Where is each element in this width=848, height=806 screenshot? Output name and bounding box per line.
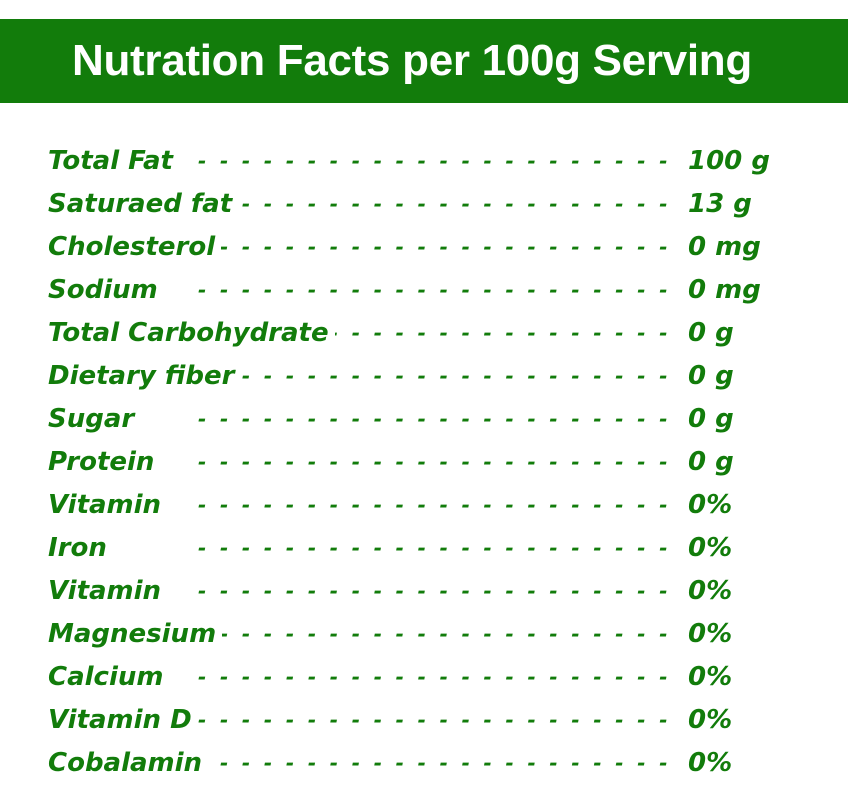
fact-row: Cholesterol - - - - - - - - - - - - - - … <box>48 226 808 269</box>
dotted-leader: - - - - - - - - - - - - - - - - - - - - … <box>198 665 668 689</box>
fact-label: Vitamin <box>48 484 168 527</box>
dotted-leader: - - - - - - - - - - - - - - - - - - - - … <box>198 149 668 173</box>
dotted-leader: - - - - - - - - - - - - - - - - - - - - … <box>198 493 668 517</box>
fact-value: 0% <box>688 662 733 692</box>
fact-value: 0% <box>688 490 733 520</box>
fact-row: Dietary fiber - - - - - - - - - - - - - … <box>48 355 808 398</box>
fact-label: Cholesterol <box>48 226 222 269</box>
fact-label: Total Fat <box>48 140 179 183</box>
fact-label: Vitamin <box>48 570 168 613</box>
dotted-leader: - - - - - - - - - - - - - - - - - - - - … <box>198 708 668 732</box>
dotted-leader: - - - - - - - - - - - - - - - - - - - - … <box>198 364 668 388</box>
fact-value: 0% <box>688 705 733 735</box>
dotted-leader: - - - - - - - - - - - - - - - - - - - - … <box>198 235 668 259</box>
fact-value: 0 g <box>688 404 734 434</box>
fact-value: 100 g <box>688 146 770 176</box>
dotted-leader: - - - - - - - - - - - - - - - - - - - - … <box>198 579 668 603</box>
title-banner: Nutration Facts per 100g Serving <box>0 19 848 103</box>
dotted-leader: - - - - - - - - - - - - - - - - - - - - … <box>198 751 668 775</box>
fact-value: 0 g <box>688 361 734 391</box>
page-title: Nutration Facts per 100g Serving <box>72 36 752 85</box>
fact-row: Sodium - - - - - - - - - - - - - - - - -… <box>48 269 808 312</box>
fact-label: Total Carbohydrate <box>48 312 335 355</box>
dotted-leader: - - - - - - - - - - - - - - - - - - - - … <box>198 450 668 474</box>
fact-value: 0 mg <box>688 232 761 262</box>
fact-label: Protein <box>48 441 161 484</box>
fact-label: Dietary fiber <box>48 355 241 398</box>
fact-row: Saturaed fat - - - - - - - - - - - - - -… <box>48 183 808 226</box>
fact-row: Iron - - - - - - - - - - - - - - - - - -… <box>48 527 808 570</box>
fact-value: 0% <box>688 748 733 778</box>
fact-value: 0 g <box>688 447 734 477</box>
fact-value: 0% <box>688 533 733 563</box>
fact-label: Vitamin D <box>48 699 198 742</box>
fact-label: Iron <box>48 527 113 570</box>
fact-label: Cobalamin <box>48 742 209 785</box>
fact-value: 0% <box>688 576 733 606</box>
dotted-leader: - - - - - - - - - - - - - - - - - - - - … <box>198 622 668 646</box>
fact-row: Total Carbohydrate - - - - - - - - - - -… <box>48 312 808 355</box>
fact-row: Vitamin D - - - - - - - - - - - - - - - … <box>48 699 808 742</box>
fact-row: Cobalamin - - - - - - - - - - - - - - - … <box>48 742 808 785</box>
fact-row: Calcium - - - - - - - - - - - - - - - - … <box>48 656 808 699</box>
fact-value: 13 g <box>688 189 752 219</box>
fact-label: Saturaed fat <box>48 183 239 226</box>
fact-row: Protein - - - - - - - - - - - - - - - - … <box>48 441 808 484</box>
fact-label: Calcium <box>48 656 170 699</box>
dotted-leader: - - - - - - - - - - - - - - - - - - - - … <box>198 536 668 560</box>
fact-label: Magnesium <box>48 613 223 656</box>
fact-row: Magnesium - - - - - - - - - - - - - - - … <box>48 613 808 656</box>
fact-row: Sugar - - - - - - - - - - - - - - - - - … <box>48 398 808 441</box>
dotted-leader: - - - - - - - - - - - - - - - - - - - - … <box>198 192 668 216</box>
dotted-leader: - - - - - - - - - - - - - - - - - - - - … <box>198 407 668 431</box>
fact-label: Sugar <box>48 398 141 441</box>
fact-value: 0% <box>688 619 733 649</box>
fact-value: 0 mg <box>688 275 761 305</box>
fact-row: Total Fat - - - - - - - - - - - - - - - … <box>48 140 808 183</box>
fact-row: Vitamin - - - - - - - - - - - - - - - - … <box>48 484 808 527</box>
fact-value: 0 g <box>688 318 734 348</box>
fact-row: Vitamin - - - - - - - - - - - - - - - - … <box>48 570 808 613</box>
dotted-leader: - - - - - - - - - - - - - - - - - - - - … <box>198 278 668 302</box>
fact-label: Sodium <box>48 269 164 312</box>
